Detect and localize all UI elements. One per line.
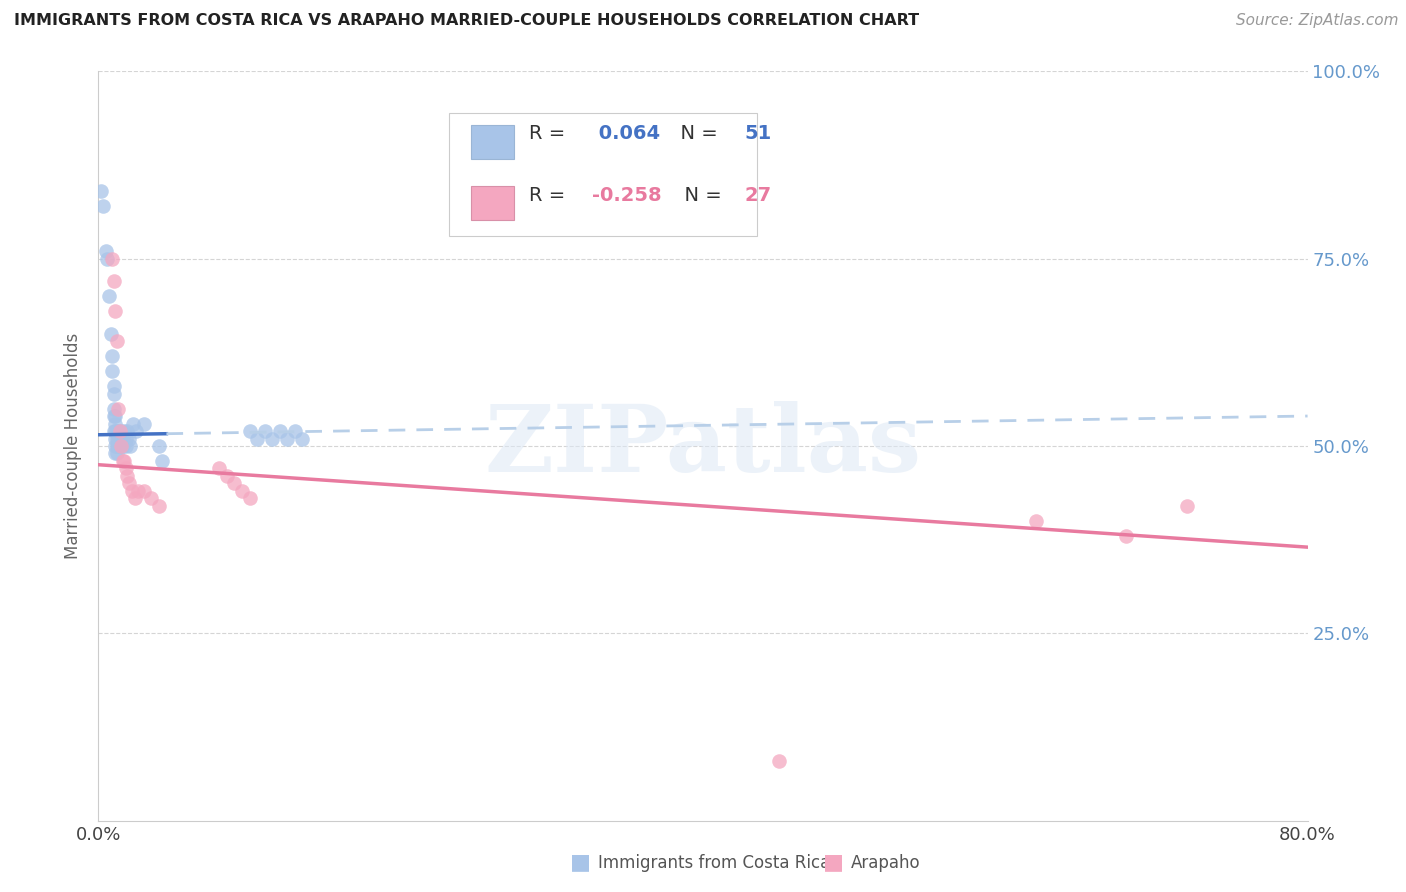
Text: Immigrants from Costa Rica: Immigrants from Costa Rica bbox=[598, 855, 830, 872]
Point bbox=[111, 439, 134, 453]
Point bbox=[1175, 499, 1198, 513]
Point bbox=[107, 432, 129, 446]
Point bbox=[98, 289, 121, 303]
Point bbox=[105, 424, 128, 438]
Point bbox=[103, 424, 125, 438]
Point bbox=[103, 274, 125, 288]
Text: 0.064: 0.064 bbox=[592, 124, 659, 144]
FancyBboxPatch shape bbox=[471, 125, 515, 159]
Point bbox=[148, 439, 170, 453]
Point bbox=[104, 432, 127, 446]
Point bbox=[94, 244, 117, 259]
Point bbox=[284, 424, 307, 438]
Point bbox=[104, 446, 127, 460]
Point bbox=[104, 417, 127, 431]
Point bbox=[231, 483, 253, 498]
Point bbox=[112, 454, 135, 468]
Point bbox=[112, 424, 135, 438]
Point bbox=[122, 417, 145, 431]
Point bbox=[105, 439, 128, 453]
Point bbox=[103, 401, 125, 416]
Point bbox=[105, 446, 128, 460]
Point bbox=[148, 499, 170, 513]
Point bbox=[114, 432, 136, 446]
Point bbox=[1024, 514, 1046, 528]
Point bbox=[105, 334, 128, 348]
Point bbox=[125, 424, 148, 438]
Point bbox=[127, 483, 149, 498]
Point bbox=[90, 184, 112, 198]
Point bbox=[104, 409, 127, 423]
Point bbox=[150, 454, 173, 468]
Point bbox=[115, 469, 138, 483]
Text: Source: ZipAtlas.com: Source: ZipAtlas.com bbox=[1236, 13, 1399, 29]
Point bbox=[101, 349, 124, 363]
Point bbox=[118, 476, 141, 491]
Point bbox=[104, 424, 127, 438]
Point bbox=[276, 432, 298, 446]
Point bbox=[96, 252, 118, 266]
Text: N =: N = bbox=[668, 124, 724, 144]
Point bbox=[104, 439, 127, 453]
Point bbox=[91, 199, 114, 213]
Point bbox=[107, 401, 129, 416]
Text: 51: 51 bbox=[744, 124, 772, 144]
Y-axis label: Married-couple Households: Married-couple Households bbox=[65, 333, 83, 559]
Point bbox=[103, 386, 125, 401]
Point bbox=[239, 424, 262, 438]
Point bbox=[101, 364, 124, 378]
Point bbox=[108, 432, 131, 446]
Point bbox=[215, 469, 238, 483]
Point bbox=[101, 252, 124, 266]
Point bbox=[114, 439, 136, 453]
Text: IMMIGRANTS FROM COSTA RICA VS ARAPAHO MARRIED-COUPLE HOUSEHOLDS CORRELATION CHAR: IMMIGRANTS FROM COSTA RICA VS ARAPAHO MA… bbox=[14, 13, 920, 29]
Point bbox=[110, 432, 132, 446]
Text: ■: ■ bbox=[823, 853, 844, 872]
Text: -0.258: -0.258 bbox=[592, 186, 661, 205]
Point bbox=[262, 432, 284, 446]
Text: R =: R = bbox=[529, 186, 571, 205]
Point bbox=[111, 454, 134, 468]
Text: ■: ■ bbox=[569, 853, 591, 872]
Point bbox=[239, 491, 262, 506]
Point bbox=[246, 432, 269, 446]
Text: N =: N = bbox=[672, 186, 727, 205]
Point bbox=[124, 491, 146, 506]
Point bbox=[291, 432, 314, 446]
Point bbox=[110, 439, 132, 453]
FancyBboxPatch shape bbox=[471, 186, 515, 220]
FancyBboxPatch shape bbox=[449, 112, 758, 236]
Point bbox=[110, 424, 132, 438]
Point bbox=[114, 461, 136, 475]
Point bbox=[120, 439, 142, 453]
Point bbox=[111, 432, 134, 446]
Point bbox=[1115, 529, 1137, 543]
Point bbox=[105, 432, 128, 446]
Point bbox=[103, 379, 125, 393]
Text: R =: R = bbox=[529, 124, 571, 144]
Point bbox=[118, 432, 141, 446]
Point bbox=[115, 424, 138, 438]
Point bbox=[107, 439, 129, 453]
Point bbox=[269, 424, 291, 438]
Text: ZIPatlas: ZIPatlas bbox=[485, 401, 921, 491]
Point bbox=[104, 304, 127, 318]
Point bbox=[100, 326, 122, 341]
Point bbox=[108, 439, 131, 453]
Point bbox=[121, 483, 143, 498]
Point bbox=[132, 417, 155, 431]
Point bbox=[253, 424, 276, 438]
Point bbox=[208, 461, 231, 475]
Point bbox=[107, 424, 129, 438]
Point bbox=[132, 483, 155, 498]
Point bbox=[224, 476, 246, 491]
Point bbox=[108, 424, 131, 438]
Text: 27: 27 bbox=[744, 186, 772, 205]
Point bbox=[768, 754, 790, 768]
Point bbox=[141, 491, 163, 506]
Text: Arapaho: Arapaho bbox=[851, 855, 921, 872]
Point bbox=[103, 409, 125, 423]
